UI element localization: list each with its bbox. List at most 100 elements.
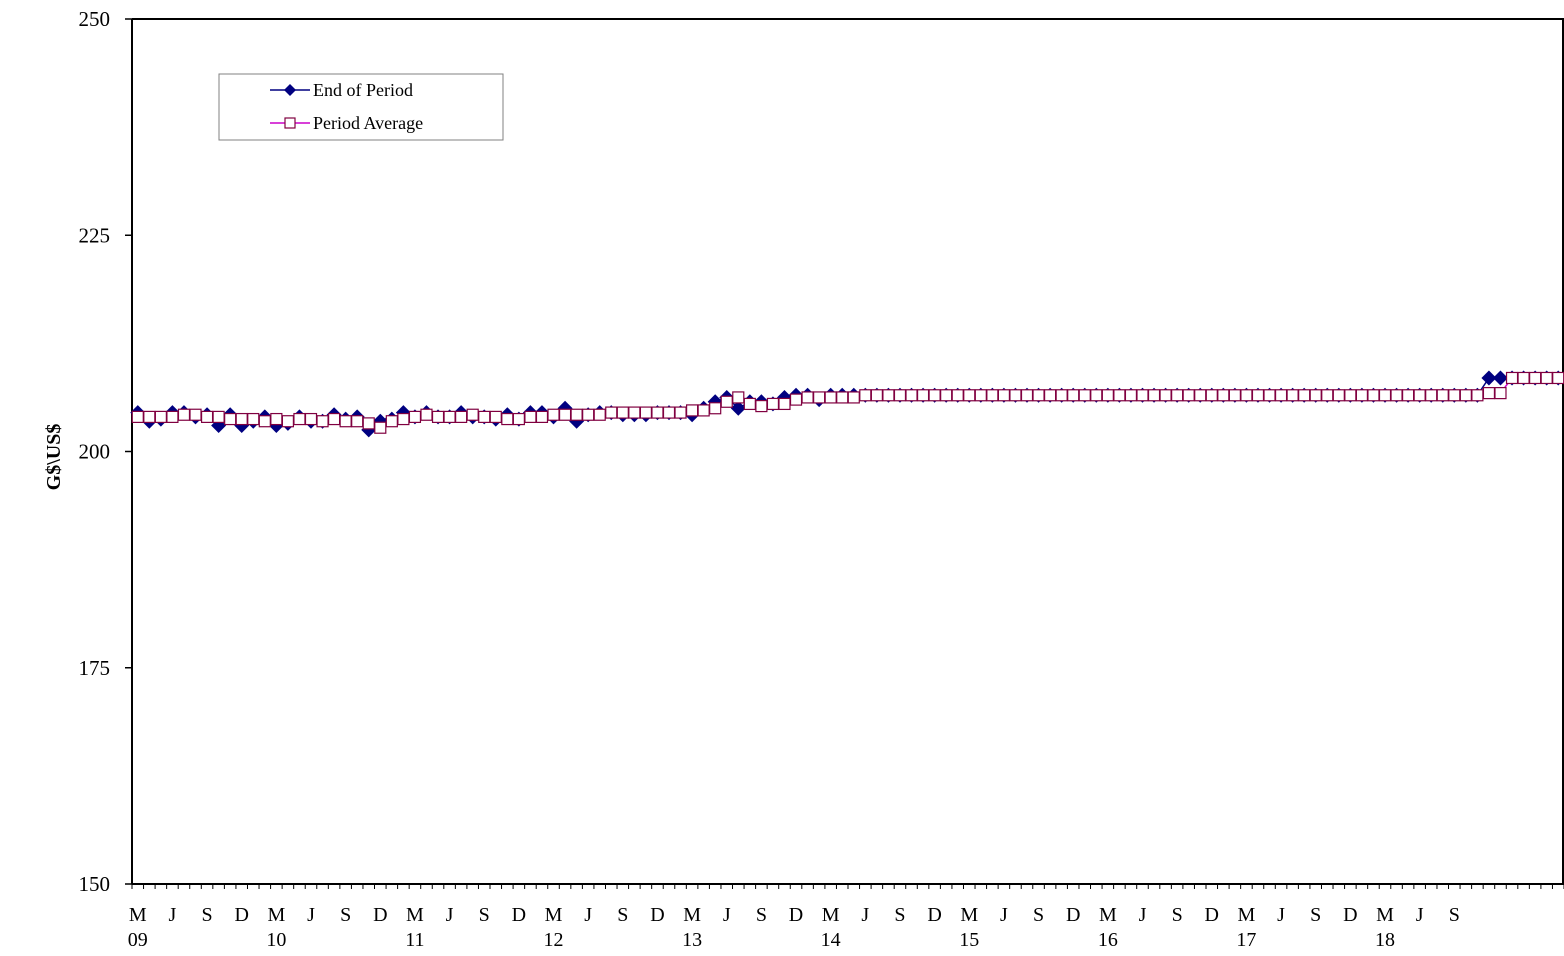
data-point-period-average [1217, 389, 1230, 402]
data-point-period-average [1159, 389, 1172, 402]
x-tick-label: J [861, 904, 869, 926]
data-point-period-average [304, 412, 318, 426]
data-point-period-average [1067, 389, 1080, 402]
x-tick-label: D [1343, 904, 1357, 926]
data-point-period-average [270, 412, 283, 426]
data-point-period-average [674, 406, 687, 419]
data-point-end-of-period [730, 400, 746, 416]
data-point-period-average [813, 391, 826, 404]
x-year-label: 14 [821, 929, 841, 951]
x-tick-label: S [756, 904, 767, 926]
data-point-period-average [524, 410, 537, 423]
x-year-label: 16 [1098, 929, 1118, 951]
data-point-period-average [200, 410, 214, 423]
x-tick-label: J [1139, 904, 1147, 926]
data-point-period-average [443, 410, 456, 423]
data-point-period-average [154, 410, 167, 423]
x-tick-label: S [1172, 904, 1183, 926]
data-point-period-average [697, 404, 710, 417]
data-point-period-average [1009, 389, 1022, 402]
x-tick-label: D [512, 904, 526, 926]
data-point-period-average [339, 415, 352, 428]
data-point-period-average [928, 389, 941, 402]
y-tick-label: 250 [79, 7, 111, 31]
x-tick-label: M [267, 904, 285, 926]
data-point-period-average [720, 395, 733, 408]
data-point-period-average [1355, 389, 1369, 402]
data-point-period-average [1332, 389, 1345, 402]
data-point-period-average [1390, 389, 1403, 402]
data-point-period-average [1286, 389, 1299, 402]
data-point-period-average [316, 415, 329, 428]
data-point-period-average [1309, 389, 1322, 402]
data-point-period-average [1182, 389, 1195, 402]
legend-label-period-average: Period Average [313, 113, 423, 133]
data-point-period-average [974, 389, 987, 402]
x-tick-label: J [723, 904, 731, 926]
x-tick-label: J [446, 904, 454, 926]
x-tick-label: D [1205, 904, 1219, 926]
data-point-period-average [1020, 389, 1034, 402]
data-point-period-average [836, 391, 849, 404]
x-tick-label: S [1449, 904, 1460, 926]
data-point-period-average [1240, 389, 1253, 402]
data-point-period-average [1136, 389, 1149, 402]
data-point-period-average [455, 410, 468, 423]
data-point-period-average [224, 412, 237, 426]
data-point-period-average [351, 415, 364, 428]
data-point-period-average [1090, 389, 1103, 402]
data-point-period-average [1032, 389, 1045, 402]
data-point-period-average [605, 406, 618, 419]
data-point-period-average [189, 408, 202, 421]
x-tick-label: D [927, 904, 941, 926]
x-tick-label: S [894, 904, 905, 926]
x-tick-label: M [1099, 904, 1117, 926]
data-point-period-average [1113, 389, 1126, 402]
x-year-label: 17 [1236, 929, 1256, 951]
data-point-period-average [1552, 371, 1564, 385]
data-point-period-average [431, 410, 445, 423]
y-axis: 150 175 200 225 250 [79, 7, 132, 896]
series-end-of-period [130, 370, 1564, 438]
data-point-period-average [1413, 389, 1426, 402]
x-year-label: 15 [959, 929, 979, 951]
y-axis-label: G$\US$ [43, 424, 65, 491]
data-point-period-average [327, 412, 341, 426]
data-point-period-average [1517, 371, 1530, 385]
data-point-period-average [709, 402, 722, 415]
data-point-period-average [1448, 389, 1461, 402]
x-tick-label: M [683, 904, 701, 926]
x-tick-label: D [650, 904, 664, 926]
data-point-period-average [374, 421, 387, 434]
y-tick-label: 225 [79, 223, 111, 247]
x-tick-label: J [584, 904, 592, 926]
data-point-period-average [293, 412, 306, 426]
data-point-period-average [397, 412, 410, 426]
data-point-period-average [1540, 371, 1553, 385]
data-point-period-average [1529, 371, 1542, 385]
data-point-period-average [143, 410, 156, 423]
data-point-period-average [1194, 389, 1207, 402]
data-point-period-average [951, 389, 964, 402]
data-point-period-average [1251, 389, 1265, 402]
data-point-period-average [420, 408, 433, 421]
data-point-period-average [1459, 389, 1472, 402]
series-layer [130, 370, 1564, 438]
x-year-label: 09 [128, 929, 148, 951]
data-point-period-average [859, 389, 872, 402]
data-point-period-average [1471, 389, 1484, 402]
data-point-period-average [1205, 389, 1218, 402]
data-point-period-average [1055, 389, 1068, 402]
data-point-period-average [582, 408, 595, 421]
x-tick-label: S [1033, 904, 1044, 926]
data-point-period-average [247, 412, 260, 426]
data-point-period-average [639, 406, 653, 419]
plot-frame [131, 18, 1564, 884]
data-point-period-average [1344, 389, 1357, 402]
legend: End of Period Period Average [218, 73, 504, 141]
data-point-period-average [766, 397, 780, 411]
x-tick-label: D [1066, 904, 1080, 926]
data-point-period-average [166, 410, 179, 423]
x-tick-label: S [479, 904, 490, 926]
series-period-average [131, 371, 1564, 434]
